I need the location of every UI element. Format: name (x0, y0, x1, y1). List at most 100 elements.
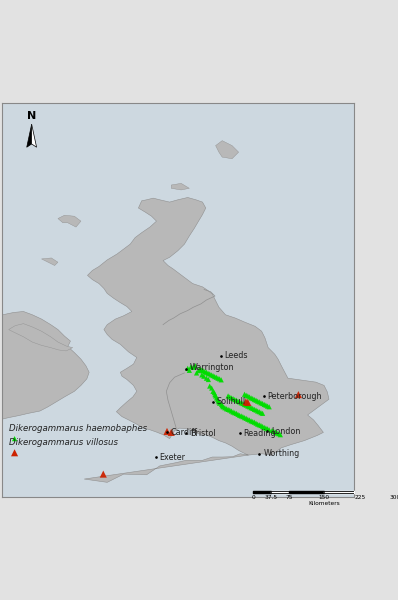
Point (250, 394, 256, 403)
Point (190, 362, 197, 372)
Point (248, 416, 254, 425)
Point (243, 413, 250, 423)
Point (219, 401, 225, 410)
Point (274, 428, 280, 438)
Point (218, 375, 224, 385)
Point (217, 374, 223, 383)
Point (216, 397, 222, 407)
Point (246, 392, 253, 402)
Text: Exeter: Exeter (160, 452, 185, 461)
Point (246, 402, 253, 412)
Point (188, 362, 194, 371)
Point (232, 395, 238, 404)
Point (209, 383, 215, 393)
Point (258, 421, 264, 430)
Text: Peterborough: Peterborough (267, 392, 322, 401)
Point (219, 400, 225, 409)
Point (235, 410, 241, 419)
Polygon shape (0, 311, 89, 439)
Point (205, 375, 212, 385)
Point (215, 373, 221, 383)
Polygon shape (58, 215, 81, 227)
Text: Leeds: Leeds (224, 352, 248, 361)
Text: N: N (27, 111, 36, 121)
Point (213, 391, 219, 401)
Point (211, 372, 218, 382)
Point (100, 469, 106, 479)
Point (245, 398, 251, 407)
Point (251, 395, 258, 404)
Point (230, 407, 236, 417)
Point (223, 404, 230, 413)
Point (230, 394, 236, 403)
Point (164, 427, 170, 436)
Point (261, 422, 267, 432)
Point (254, 406, 261, 416)
Text: Dikerogammarus haemobaphes: Dikerogammarus haemobaphes (9, 424, 147, 433)
Text: 150: 150 (319, 496, 330, 500)
Point (258, 398, 264, 407)
Point (254, 397, 261, 406)
Point (246, 415, 253, 425)
Text: Kilometers: Kilometers (308, 502, 340, 506)
Point (250, 417, 256, 427)
Point (203, 367, 210, 377)
Point (211, 388, 217, 397)
Text: Worthing: Worthing (263, 449, 300, 458)
Text: Bristol: Bristol (190, 428, 216, 437)
Point (243, 391, 250, 400)
Point (256, 420, 263, 430)
Point (251, 404, 258, 414)
Point (266, 425, 272, 434)
Text: Cardiff: Cardiff (171, 428, 198, 437)
Text: London: London (271, 427, 300, 436)
Point (210, 371, 216, 380)
Point (238, 411, 244, 421)
Point (240, 412, 246, 421)
Point (256, 397, 263, 407)
Point (250, 404, 256, 413)
Text: 300: 300 (390, 496, 398, 500)
Point (226, 392, 233, 402)
Point (228, 406, 234, 416)
Point (220, 402, 226, 412)
Point (202, 367, 208, 376)
Point (256, 407, 263, 416)
Text: Reading: Reading (244, 428, 276, 437)
Point (205, 368, 211, 378)
Point (208, 370, 215, 380)
Point (241, 389, 248, 399)
Point (200, 366, 206, 376)
Point (235, 397, 241, 406)
Text: 37.5: 37.5 (265, 496, 278, 500)
Point (266, 402, 272, 412)
Point (264, 424, 271, 434)
Text: 225: 225 (354, 496, 365, 500)
Point (236, 410, 243, 420)
Point (215, 396, 221, 406)
Point (240, 398, 246, 408)
Point (195, 366, 202, 376)
Point (263, 424, 269, 433)
Point (238, 398, 244, 407)
Text: 75: 75 (285, 496, 293, 500)
Point (213, 373, 219, 382)
Point (168, 428, 174, 437)
Point (199, 370, 205, 380)
Point (241, 413, 248, 422)
Polygon shape (27, 124, 32, 147)
Point (217, 398, 223, 408)
Point (269, 425, 275, 435)
Polygon shape (216, 140, 239, 159)
Point (207, 381, 213, 391)
Point (186, 365, 193, 375)
Point (253, 395, 259, 405)
Point (222, 403, 228, 413)
Point (295, 390, 302, 400)
Point (233, 409, 240, 418)
Text: Warrington: Warrington (190, 363, 234, 372)
Point (271, 427, 277, 436)
Point (245, 415, 251, 424)
Point (12, 448, 18, 458)
Point (198, 365, 205, 375)
